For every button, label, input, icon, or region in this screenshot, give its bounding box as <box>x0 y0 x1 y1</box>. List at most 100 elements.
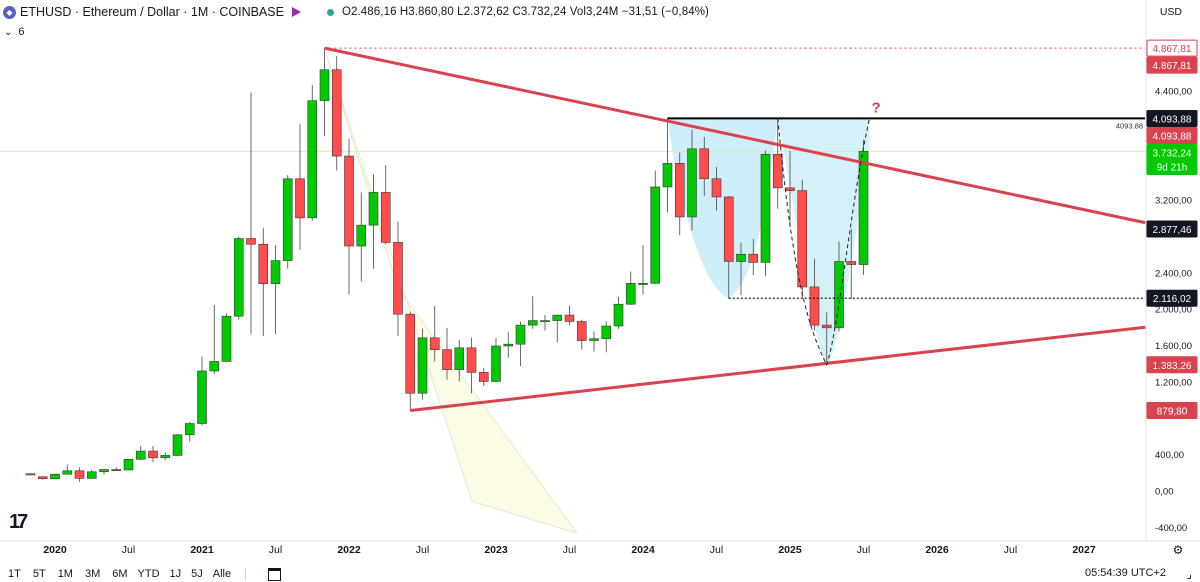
candle[interactable] <box>246 92 256 335</box>
candle[interactable] <box>846 228 857 299</box>
lower-trendline[interactable] <box>410 325 1146 413</box>
candle[interactable] <box>368 174 379 269</box>
price-label[interactable]: 2.877,46 <box>1146 220 1198 238</box>
candle[interactable] <box>466 337 477 394</box>
candle[interactable] <box>270 245 281 335</box>
price-label[interactable]: 4.867,81 <box>1146 39 1198 57</box>
candle[interactable] <box>760 150 771 277</box>
candle[interactable] <box>821 312 832 365</box>
candle[interactable] <box>25 473 36 476</box>
timeframe-5j[interactable]: 5J <box>191 568 203 580</box>
candle[interactable] <box>209 305 220 375</box>
candle[interactable] <box>233 236 244 320</box>
price-label[interactable]: 4.093,88 <box>1146 109 1198 127</box>
price-label[interactable]: 1.383,26 <box>1146 356 1198 374</box>
candle[interactable] <box>687 129 697 231</box>
timeframe-ytd[interactable]: YTD <box>137 568 160 580</box>
candle[interactable] <box>748 238 759 276</box>
candle[interactable] <box>454 339 465 382</box>
candle[interactable] <box>74 467 85 482</box>
candle[interactable] <box>344 138 354 295</box>
candle[interactable] <box>736 242 746 296</box>
candle[interactable] <box>442 327 452 380</box>
candle[interactable] <box>540 315 550 331</box>
candle[interactable] <box>148 445 158 463</box>
candle[interactable] <box>258 227 269 337</box>
candle[interactable] <box>319 48 330 137</box>
candle[interactable] <box>184 421 195 442</box>
candle[interactable] <box>405 311 416 411</box>
candle[interactable] <box>503 332 514 358</box>
candle[interactable] <box>197 356 207 426</box>
timeframe-alle[interactable]: Alle <box>212 568 232 580</box>
price-label[interactable]: 879,80 <box>1146 402 1198 420</box>
candle[interactable] <box>699 136 710 197</box>
currency-label[interactable]: USD <box>1159 6 1182 18</box>
candle[interactable] <box>62 464 73 475</box>
upper-trendline[interactable] <box>324 46 1146 225</box>
candle[interactable] <box>221 313 232 362</box>
candle[interactable] <box>172 433 183 457</box>
candle[interactable] <box>295 124 305 250</box>
candle[interactable] <box>527 296 538 329</box>
candle[interactable] <box>723 196 734 299</box>
candle[interactable] <box>111 467 122 472</box>
price-label[interactable]: 3.732,24 9d 21h <box>1146 143 1198 175</box>
candle[interactable] <box>417 328 428 400</box>
candle[interactable] <box>160 452 171 461</box>
settings-gear-icon[interactable]: ⚙ <box>1173 543 1184 557</box>
candle[interactable] <box>638 245 648 295</box>
candle[interactable] <box>662 118 673 213</box>
flag-icon[interactable] <box>291 7 301 17</box>
candle[interactable] <box>613 296 624 329</box>
candle[interactable] <box>393 221 403 337</box>
candle[interactable] <box>37 476 48 480</box>
candle[interactable] <box>772 118 783 209</box>
tradingview-logo[interactable]: 17 <box>9 511 28 533</box>
candle[interactable] <box>650 170 661 285</box>
indicator-toggle[interactable]: ⌄ 6 <box>4 26 25 38</box>
candle[interactable] <box>809 258 820 331</box>
candle[interactable] <box>429 306 440 362</box>
price-label[interactable]: 2.116,02 <box>1146 289 1198 307</box>
candle[interactable] <box>858 139 869 275</box>
timeframe-5t[interactable]: 5T <box>32 568 46 580</box>
candle[interactable] <box>307 85 318 221</box>
scale-settings-icon[interactable]: ⌟ <box>1186 567 1192 581</box>
timeframe-1t[interactable]: 1T <box>8 568 21 580</box>
timeframe-1j[interactable]: 1J <box>169 568 182 580</box>
price-chart[interactable]: 2020 Jul 2021 Jul 2022 Jul 2023 Jul 2024 Jul 2025 J… <box>0 0 1200 566</box>
candle[interactable] <box>123 458 134 471</box>
candle[interactable] <box>50 473 60 480</box>
candle[interactable] <box>99 469 109 475</box>
candle[interactable] <box>356 192 367 282</box>
candle[interactable] <box>491 337 501 383</box>
calendar-icon[interactable] <box>268 567 282 581</box>
chevron-down-icon[interactable]: ⌄ <box>4 26 13 38</box>
candle[interactable] <box>674 152 685 236</box>
candle[interactable] <box>515 321 526 366</box>
candle[interactable] <box>478 367 489 386</box>
candle[interactable] <box>552 314 563 343</box>
candle[interactable] <box>380 165 391 245</box>
candle[interactable] <box>601 321 612 353</box>
cup-projection-curve[interactable] <box>777 118 870 367</box>
candle[interactable] <box>625 271 636 306</box>
timeframe-1m[interactable]: 1M <box>57 568 73 580</box>
candle[interactable] <box>576 319 587 350</box>
candle[interactable] <box>797 179 808 298</box>
candle[interactable] <box>711 166 722 211</box>
candle[interactable] <box>834 241 844 332</box>
candle[interactable] <box>135 445 146 461</box>
timeframe-6m[interactable]: 6M <box>112 568 128 580</box>
timeframe-3m[interactable]: 3M <box>84 568 101 580</box>
candle[interactable] <box>331 56 342 171</box>
candle[interactable] <box>282 175 293 269</box>
clock[interactable]: 05:54:39 UTC+2 <box>1084 567 1166 579</box>
candle[interactable] <box>564 306 575 326</box>
symbol-title[interactable]: ETHUSD · Ethereum / Dollar · 1M · COINBA… <box>20 5 284 19</box>
candle[interactable] <box>589 331 599 352</box>
candle[interactable] <box>86 469 97 479</box>
price-label[interactable]: 4.093,88 <box>1146 126 1198 144</box>
price-label[interactable]: 4.867,81 <box>1146 56 1198 74</box>
